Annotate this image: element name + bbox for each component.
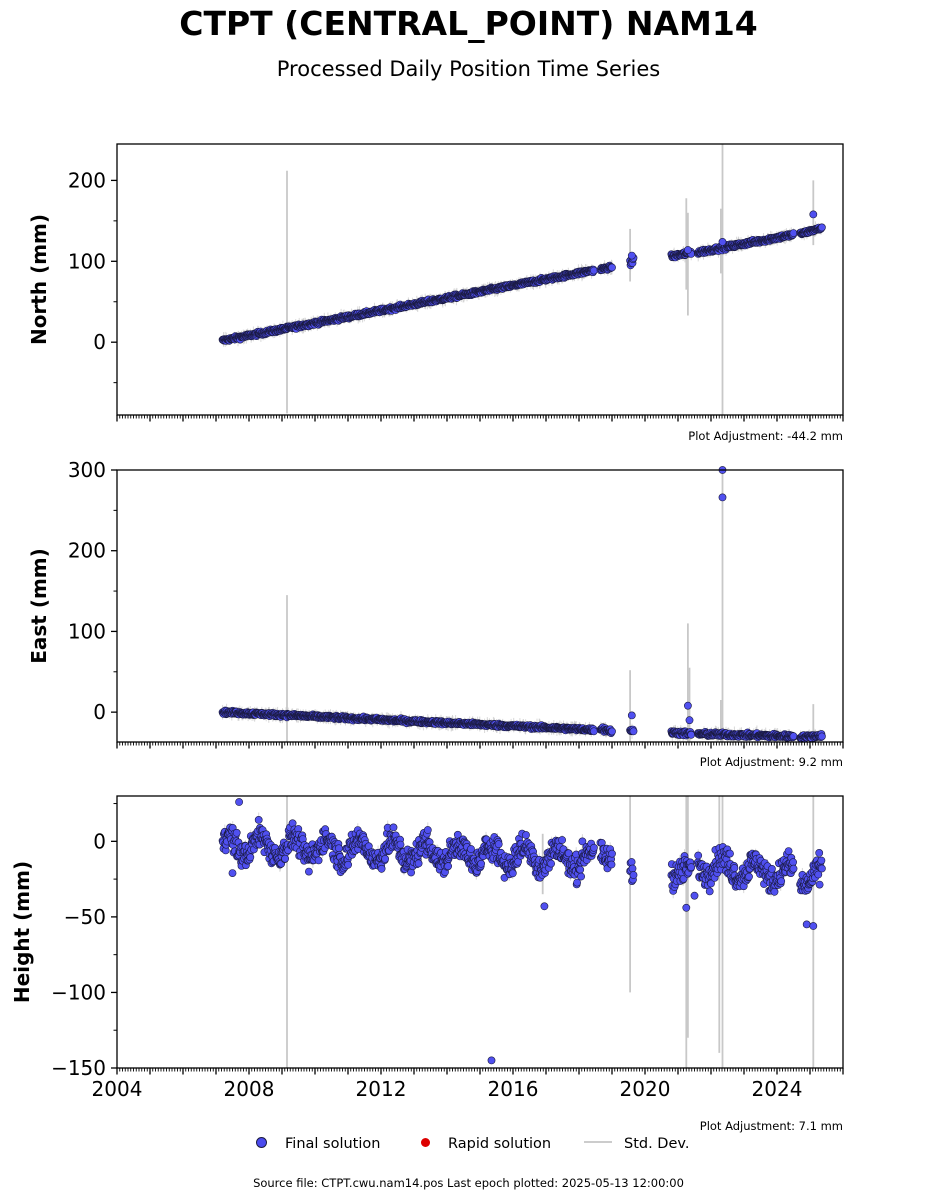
east-outlier-point [684,701,692,710]
north-data-point [818,223,826,232]
chart-title: CTPT (CENTRAL_POINT) NAM14 [179,4,758,43]
east-data-point [629,727,638,736]
north-data-point [789,229,798,237]
north-ytick-label: 0 [93,330,106,354]
east-data-point [608,727,616,736]
east-data-point [818,732,826,741]
east-plot-adjustment: Plot Adjustment: 9.2 mm [700,755,843,769]
east-outlier-point [685,716,694,725]
north-ytick-label: 200 [68,168,106,192]
east-ytick-label: 300 [68,458,106,482]
east-axis-label: East (mm) [27,548,51,664]
north-outlier-point [809,210,818,219]
north-ytick-label: 100 [68,249,106,273]
chart-subtitle: Processed Daily Position Time Series [276,57,661,81]
north-outlier-point [684,246,692,254]
east-ytick-label: 200 [68,539,106,563]
north-outlier-point [627,251,636,260]
east-data-point [687,730,696,739]
east-ytick-label: 0 [93,700,106,724]
east-ytick-label: 100 [68,619,106,643]
east-outlier-point [627,711,636,720]
height-data-point [246,853,255,862]
east-axes-frame [116,469,844,743]
east-data-point [789,732,798,741]
height-data-point [232,828,241,837]
north-axes-frame [116,143,844,416]
north-outlier-point [718,237,727,246]
north-data-point [590,266,598,275]
east-outlier-point [718,493,727,502]
north-data-point [608,263,616,272]
east-data-point [590,727,598,736]
north-plot-adjustment: Plot Adjustment: -44.2 mm [688,429,843,443]
north-axis-label: North (mm) [27,214,51,345]
